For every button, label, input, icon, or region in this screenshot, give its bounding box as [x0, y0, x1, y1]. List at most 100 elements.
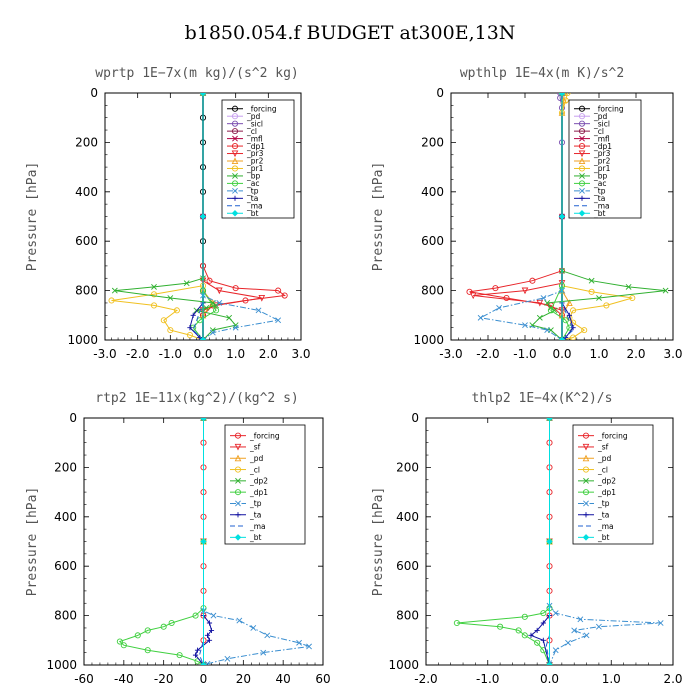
legend-box — [572, 424, 654, 545]
legend-marker — [578, 157, 586, 165]
data-point — [625, 283, 632, 290]
y-tick-label: 400 — [396, 510, 419, 524]
data-point — [581, 327, 588, 334]
data-point — [540, 295, 547, 301]
legend-marker — [583, 477, 589, 484]
data-point — [571, 627, 578, 634]
legend-label: _dp1 — [593, 142, 612, 151]
legend-marker — [231, 150, 239, 158]
legend-label: _dp2 — [597, 477, 616, 486]
legend-marker — [578, 210, 586, 217]
legend-label: _cl — [246, 127, 257, 136]
y-axis-label: Pressure [hPa] — [25, 487, 40, 597]
data-point — [570, 307, 577, 314]
legend-label: _cl — [249, 465, 260, 474]
legend-box — [224, 424, 306, 545]
legend-label: _tp — [593, 187, 606, 196]
legend-marker — [582, 466, 590, 473]
data-point — [199, 93, 207, 97]
chart-panel-1: wprtp 1E−7x(m kg)/(s^2 kg) Pressure [hPa]… — [25, 66, 311, 361]
data-point — [558, 213, 566, 220]
data-point — [547, 307, 554, 314]
data-point — [210, 612, 217, 619]
data-point — [167, 327, 174, 334]
data-point — [281, 292, 288, 299]
legend-marker — [232, 195, 238, 201]
legend-label: _pr2 — [593, 157, 611, 166]
data-point — [503, 294, 510, 302]
legend-label: _ma — [597, 522, 614, 531]
data-point — [206, 277, 213, 284]
data-point — [200, 418, 207, 422]
y-tick-label: 800 — [421, 284, 444, 298]
legend-label: _tp — [246, 187, 259, 196]
x-tick-label: -1.0 — [476, 672, 499, 686]
data-point — [208, 627, 215, 634]
data-point — [255, 307, 262, 314]
legend-label: _ac — [593, 179, 606, 188]
legend-label: _tp — [597, 499, 610, 508]
legend-marker — [235, 500, 241, 507]
series-group — [108, 93, 288, 340]
x-tick-label: -2.0 — [414, 672, 437, 686]
chart-panel-4: thlp2 1E−4x(K^2)/s Pressure [hPa] -2.0 -1.0… — [371, 391, 683, 686]
legend-label: _forcing — [593, 104, 624, 113]
series-line-dp1 — [118, 418, 204, 665]
x-tick-label: -2.0 — [126, 347, 149, 361]
data-point — [552, 610, 559, 617]
legend-marker — [234, 443, 242, 451]
x-tick-label: 2.0 — [663, 672, 682, 686]
series-line-dp1 — [469, 93, 563, 340]
y-tick-label: 0 — [90, 86, 98, 100]
legend-marker — [235, 477, 241, 484]
series-line-tp — [479, 93, 563, 340]
data-point — [540, 610, 547, 617]
y-tick-label: 1000 — [46, 658, 77, 672]
data-point — [536, 314, 543, 321]
legend-marker — [232, 187, 238, 194]
legend-marker — [578, 113, 586, 120]
data-point — [275, 317, 282, 324]
data-point — [583, 632, 590, 639]
data-point — [521, 613, 528, 620]
legend-marker — [578, 143, 586, 150]
legend-marker — [231, 157, 239, 165]
legend-label: _bt — [246, 209, 259, 218]
series-line-ma — [198, 418, 204, 665]
x-tick-label: 0.0 — [193, 347, 212, 361]
legend-marker — [234, 466, 242, 473]
data-point — [515, 627, 522, 634]
data-point — [168, 619, 175, 627]
y-tick-label: 200 — [54, 460, 77, 474]
legend-marker — [582, 454, 590, 462]
data-point — [546, 418, 553, 422]
y-axis-label: Pressure [hPa] — [371, 487, 386, 597]
data-point — [173, 307, 180, 314]
data-point — [134, 632, 141, 639]
data-point — [260, 649, 267, 656]
y-tick-label: 400 — [54, 510, 77, 524]
legend-label: _bp — [593, 172, 608, 181]
y-tick-label: 800 — [75, 284, 98, 298]
legend-label: _forcing — [246, 104, 277, 113]
legend-label: _sicl — [593, 119, 610, 128]
y-tick-label: 600 — [421, 234, 444, 248]
panel-title: wprtp 1E−7x(m kg)/(s^2 kg) — [95, 66, 299, 81]
legend-marker — [234, 534, 242, 541]
legend-marker — [231, 120, 239, 127]
data-point — [534, 627, 540, 634]
legend-label: _bt — [593, 209, 606, 218]
y-tick-label: 0 — [436, 86, 444, 100]
legend-marker — [235, 512, 241, 518]
legend-marker — [583, 512, 589, 518]
data-point — [469, 292, 477, 300]
y-tick-label: 0 — [411, 411, 419, 425]
data-point — [588, 277, 595, 284]
data-point — [546, 538, 553, 545]
data-point — [565, 639, 571, 646]
data-point — [258, 294, 266, 302]
legend-label: _cl — [597, 465, 608, 474]
data-point — [492, 285, 499, 292]
legend-marker — [578, 180, 586, 187]
